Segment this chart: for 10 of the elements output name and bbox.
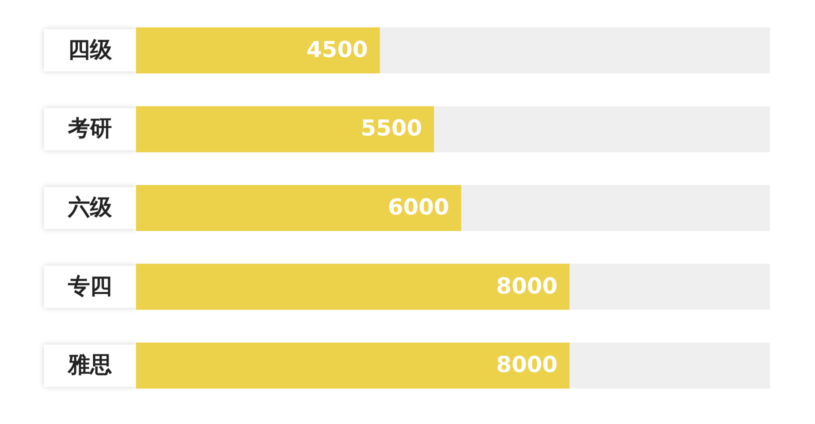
y-tick-label: 雅思 bbox=[67, 353, 112, 378]
data-label: 6000 bbox=[388, 196, 450, 220]
y-tick-label: 四级 bbox=[68, 38, 113, 63]
data-label: 8000 bbox=[496, 274, 558, 300]
data-label: 8000 bbox=[496, 353, 558, 378]
data-label: 4500 bbox=[306, 38, 368, 63]
data-label: 5500 bbox=[360, 116, 422, 142]
y-tick-label: 六级 bbox=[67, 194, 113, 220]
y-tick-label: 考研 bbox=[67, 116, 112, 142]
y-tick-label: 专四 bbox=[67, 274, 112, 300]
